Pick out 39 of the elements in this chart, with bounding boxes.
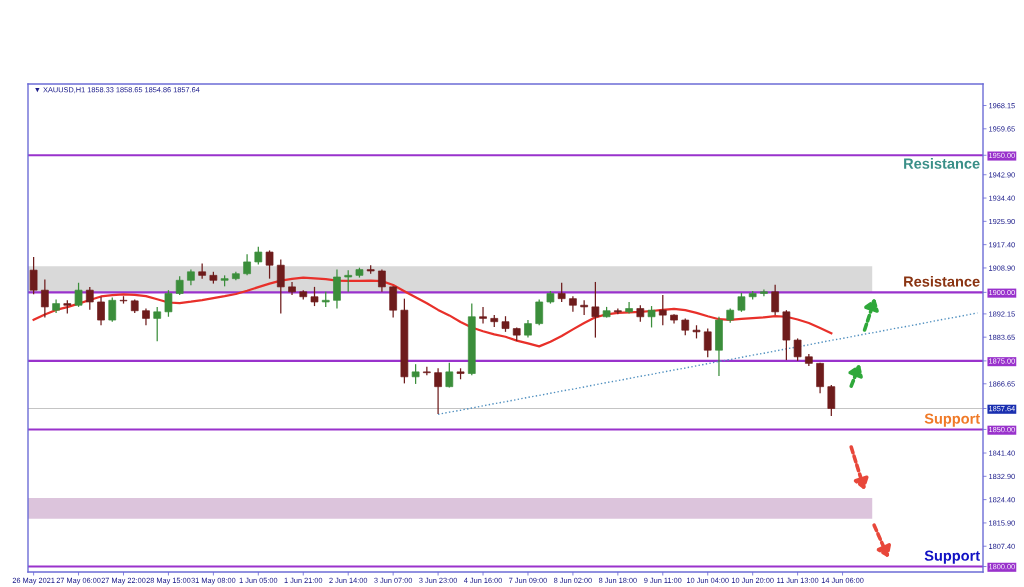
candlestick (333, 268, 341, 310)
candlestick (771, 284, 779, 316)
candlestick (658, 294, 667, 326)
candlestick (175, 275, 184, 296)
candlestick (164, 289, 173, 318)
candlestick (411, 363, 420, 385)
candlestick (793, 337, 802, 362)
candlestick (434, 367, 442, 415)
candlestick (591, 281, 600, 339)
ref-line-label: Resistance (904, 275, 980, 287)
candlestick (423, 366, 431, 376)
candlestick (265, 249, 274, 280)
candlestick (153, 306, 162, 342)
candlestick (737, 292, 746, 313)
candlestick (389, 285, 397, 319)
candlestick (535, 298, 544, 326)
ref-line-label: Resistance (904, 158, 980, 169)
ref-line-label: Support (924, 413, 980, 427)
candlestick (647, 305, 656, 329)
candlestick (41, 278, 49, 319)
ref-line-label: Support (924, 550, 980, 564)
candlestick (310, 286, 319, 307)
candlestick (344, 269, 353, 293)
candlestick (198, 262, 206, 280)
candlestick (276, 258, 285, 315)
candlestick (85, 286, 94, 311)
candlestick (108, 296, 117, 323)
candlestick (74, 282, 83, 308)
candlestick (97, 296, 105, 326)
candlestick (827, 384, 836, 417)
candlestick (580, 299, 588, 316)
candlestick (479, 306, 487, 325)
candlestick (557, 282, 566, 303)
candlestick (703, 327, 712, 358)
candlestick (816, 362, 824, 394)
candlestick (243, 253, 251, 276)
candlestick (625, 301, 633, 315)
candlestick (445, 362, 454, 389)
candlestick (29, 256, 38, 295)
